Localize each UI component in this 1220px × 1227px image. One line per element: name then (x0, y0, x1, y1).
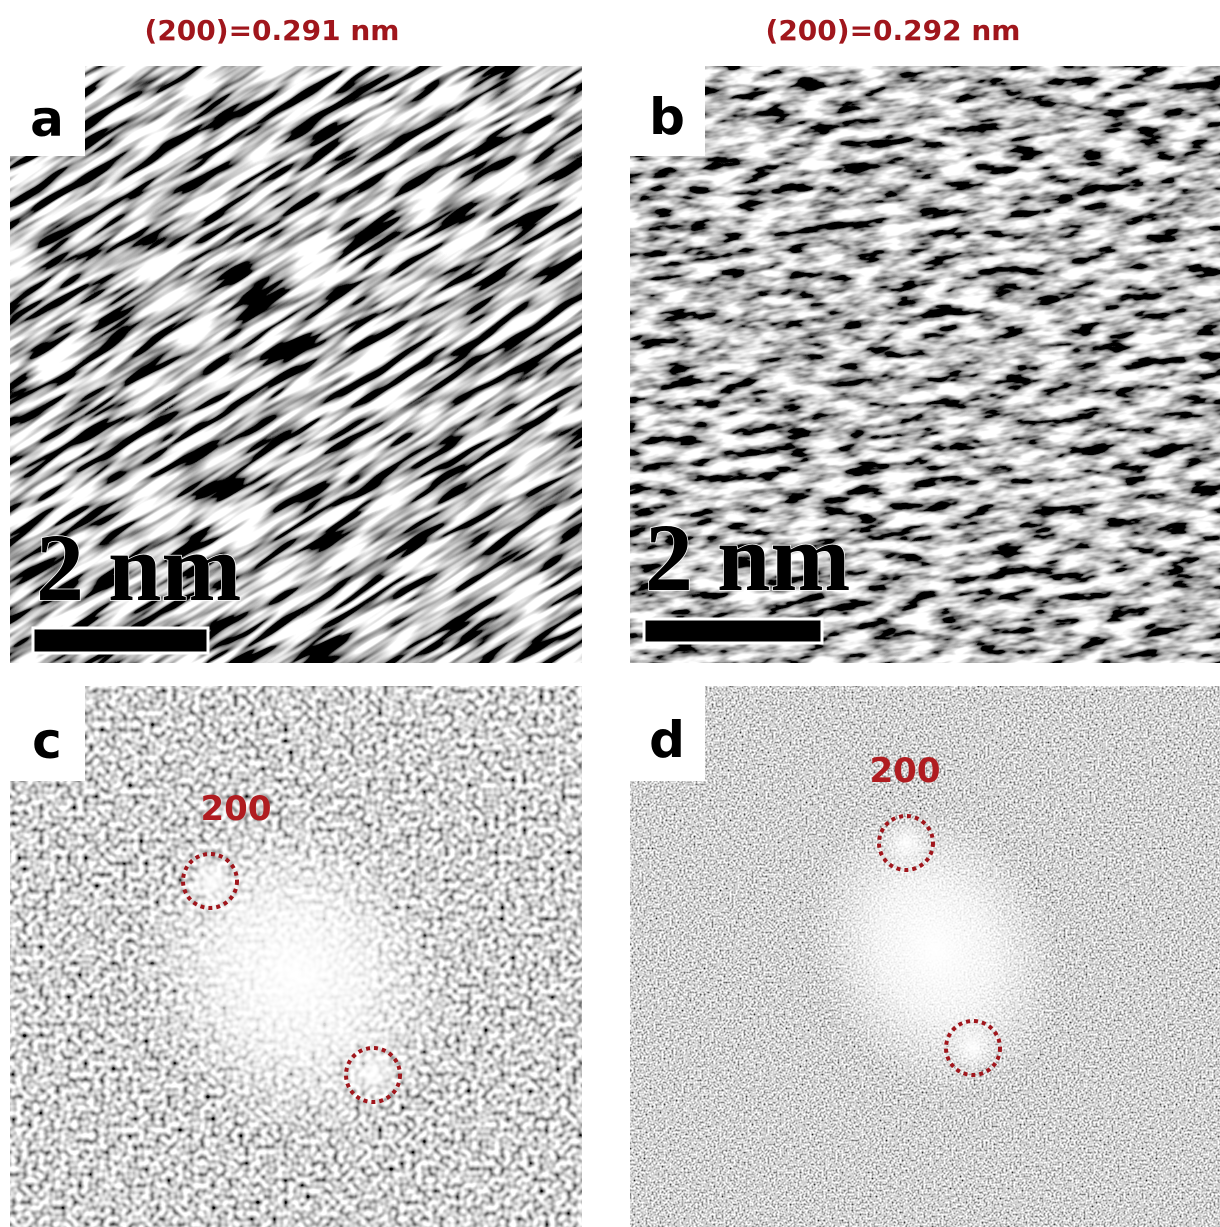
scale-bar (31, 626, 210, 655)
fft-image (630, 686, 1220, 1227)
spot-marker (944, 1019, 1002, 1077)
fft-image (10, 686, 582, 1227)
spot-label: 200 (201, 789, 272, 829)
panel-title: (200)=0.292 nm (766, 14, 1021, 47)
label-box (630, 66, 705, 156)
panel-label: b (649, 88, 685, 146)
scale-bar-label: 2 nm (645, 504, 850, 611)
spot-marker (877, 814, 935, 872)
panel-label: a (30, 90, 64, 148)
spot-marker (181, 852, 239, 910)
label-box (10, 66, 85, 156)
label-box (630, 686, 705, 781)
hrtem-image (10, 66, 582, 663)
spot-label: 200 (870, 751, 941, 791)
label-box (10, 686, 85, 781)
panel-title: (200)=0.291 nm (145, 14, 400, 47)
scale-bar (642, 617, 824, 645)
spot-marker (344, 1046, 402, 1104)
hrtem-image (630, 66, 1220, 663)
panel-label: c (32, 712, 62, 770)
scale-bar-label: 2 nm (36, 514, 241, 621)
panel-label: d (649, 711, 685, 769)
